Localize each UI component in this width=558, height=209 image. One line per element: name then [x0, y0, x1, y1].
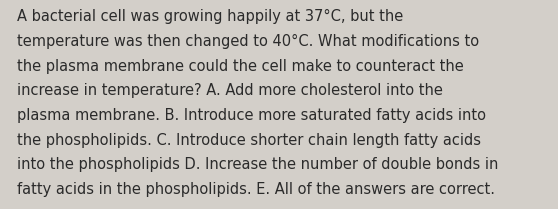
Text: temperature was then changed to 40°C. What modifications to: temperature was then changed to 40°C. Wh… [17, 34, 479, 49]
Text: into the phospholipids D. Increase the number of double bonds in: into the phospholipids D. Increase the n… [17, 157, 498, 172]
Text: fatty acids in the phospholipids. E. All of the answers are correct.: fatty acids in the phospholipids. E. All… [17, 182, 495, 197]
Text: increase in temperature? A. Add more cholesterol into the: increase in temperature? A. Add more cho… [17, 83, 442, 98]
Text: the plasma membrane could the cell make to counteract the: the plasma membrane could the cell make … [17, 59, 464, 74]
Text: A bacterial cell was growing happily at 37°C, but the: A bacterial cell was growing happily at … [17, 9, 403, 24]
Text: plasma membrane. B. Introduce more saturated fatty acids into: plasma membrane. B. Introduce more satur… [17, 108, 486, 123]
Text: the phospholipids. C. Introduce shorter chain length fatty acids: the phospholipids. C. Introduce shorter … [17, 133, 481, 148]
